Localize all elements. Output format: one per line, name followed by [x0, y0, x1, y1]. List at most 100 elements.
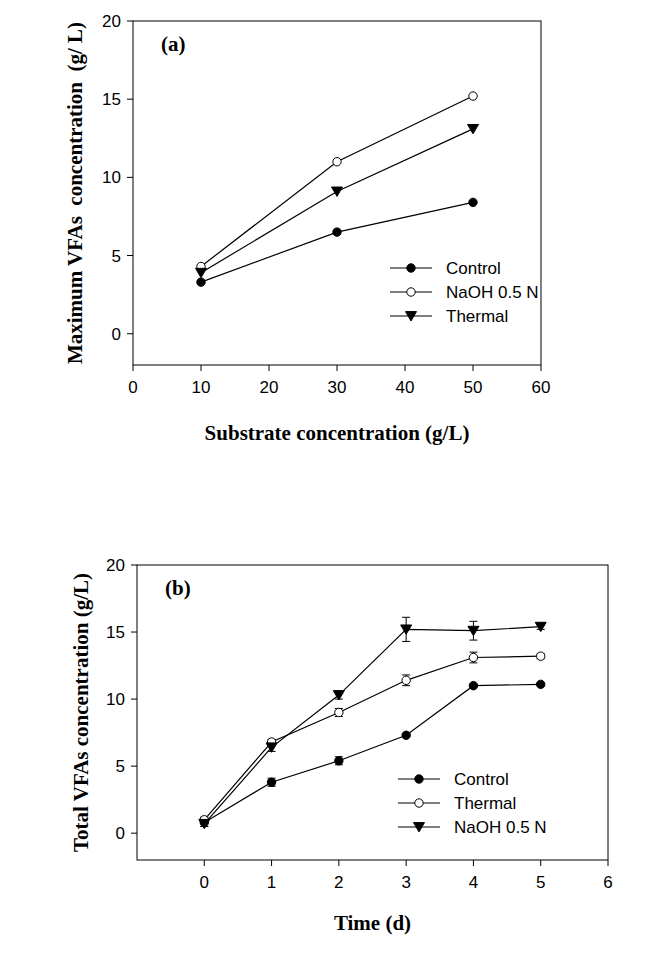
y-axis-label: Total VFAs concentration (g/L)	[69, 573, 93, 852]
error-bar	[335, 757, 343, 765]
marker	[407, 288, 415, 296]
y-tick-label: 0	[116, 824, 125, 843]
legend-label: Control	[454, 770, 509, 789]
x-tick-label: 6	[603, 873, 612, 892]
x-tick-label: 2	[334, 873, 343, 892]
x-tick-label: 4	[469, 873, 478, 892]
y-tick	[131, 766, 137, 767]
y-tick	[131, 699, 137, 700]
marker	[415, 775, 423, 783]
y-tick-label: 5	[112, 247, 121, 266]
marker	[402, 676, 410, 684]
marker	[407, 264, 415, 272]
x-tick	[201, 365, 202, 371]
background	[0, 0, 646, 971]
error-bar	[469, 652, 477, 663]
x-tick	[337, 365, 338, 371]
series-line	[204, 627, 540, 824]
x-tick	[338, 860, 339, 866]
y-tick-label: 15	[106, 623, 125, 642]
marker	[401, 625, 412, 634]
x-tick-label: 20	[260, 378, 279, 397]
marker	[415, 799, 423, 807]
marker	[333, 691, 344, 700]
marker	[199, 819, 210, 828]
marker	[414, 823, 425, 832]
error-bar	[402, 675, 410, 686]
x-tick-label: 5	[536, 873, 545, 892]
series-line	[204, 684, 540, 822]
series-line	[201, 96, 473, 266]
legend-label: Thermal	[454, 794, 516, 813]
marker	[196, 268, 207, 277]
legend-label: NaOH 0.5 N	[446, 283, 539, 302]
series-line	[204, 656, 540, 820]
panel-label: (b)	[165, 576, 191, 600]
y-tick-label: 0	[112, 325, 121, 344]
error-bar	[335, 708, 343, 716]
marker	[333, 228, 341, 236]
y-tick	[127, 333, 133, 334]
marker	[406, 312, 417, 321]
x-tick	[204, 860, 205, 866]
x-tick	[133, 365, 134, 371]
marker	[469, 198, 477, 206]
marker	[335, 757, 343, 765]
x-tick	[271, 860, 272, 866]
error-bar	[268, 778, 276, 786]
x-tick	[406, 860, 407, 866]
marker	[267, 778, 275, 786]
x-tick-label: 10	[192, 378, 211, 397]
marker	[468, 124, 479, 133]
series-line	[201, 129, 473, 273]
y-tick-label: 20	[106, 556, 125, 575]
x-tick	[540, 860, 541, 866]
marker	[469, 681, 477, 689]
chart: 051015200123456Time (d)Total VFAs concen…	[69, 556, 613, 935]
marker	[333, 158, 341, 166]
x-tick-label: 60	[532, 378, 551, 397]
series-line	[201, 202, 473, 282]
x-tick-label: 0	[128, 378, 137, 397]
marker	[469, 653, 477, 661]
y-tick	[127, 99, 133, 100]
y-axis-label: Maximum VFAs concentration (g/ L)	[63, 22, 87, 364]
panel-label: (a)	[161, 32, 186, 56]
y-tick-label: 20	[102, 12, 121, 31]
marker	[537, 680, 545, 688]
plot-frame	[133, 21, 541, 365]
marker	[402, 731, 410, 739]
plot-frame	[137, 565, 608, 860]
y-tick	[131, 833, 137, 834]
y-tick-label: 10	[102, 168, 121, 187]
x-tick-label: 3	[401, 873, 410, 892]
x-tick-label: 30	[328, 378, 347, 397]
x-tick	[473, 860, 474, 866]
legend-label: Control	[446, 259, 501, 278]
plot-area	[199, 617, 546, 828]
x-tick	[473, 365, 474, 371]
x-tick	[269, 365, 270, 371]
y-tick	[127, 21, 133, 22]
y-tick-label: 10	[106, 690, 125, 709]
marker	[469, 92, 477, 100]
y-tick	[127, 177, 133, 178]
marker	[266, 743, 277, 752]
marker	[332, 187, 343, 196]
marker	[535, 622, 546, 631]
y-tick-label: 15	[102, 90, 121, 109]
legend-label: NaOH 0.5 N	[454, 818, 547, 837]
marker	[197, 278, 205, 286]
x-tick-label: 50	[464, 378, 483, 397]
legend: Control Thermal NaOH 0.5 N	[398, 770, 547, 837]
y-tick	[131, 565, 137, 566]
y-tick	[131, 632, 137, 633]
figure: 051015200102030405060Substrate concentra…	[0, 0, 646, 971]
chart: 0 5 10 15 20 0 10 20 30 40 50 60 Substrate concentra…	[63, 12, 550, 445]
legend: ControlNaOH 0.5 NThermal	[390, 259, 539, 326]
x-tick	[405, 365, 406, 371]
x-tick-label: 1	[267, 873, 276, 892]
x-axis-label: Substrate concentration (g/L)	[205, 421, 470, 445]
y-tick-label: 5	[116, 757, 125, 776]
x-tick-label: 40	[396, 378, 415, 397]
